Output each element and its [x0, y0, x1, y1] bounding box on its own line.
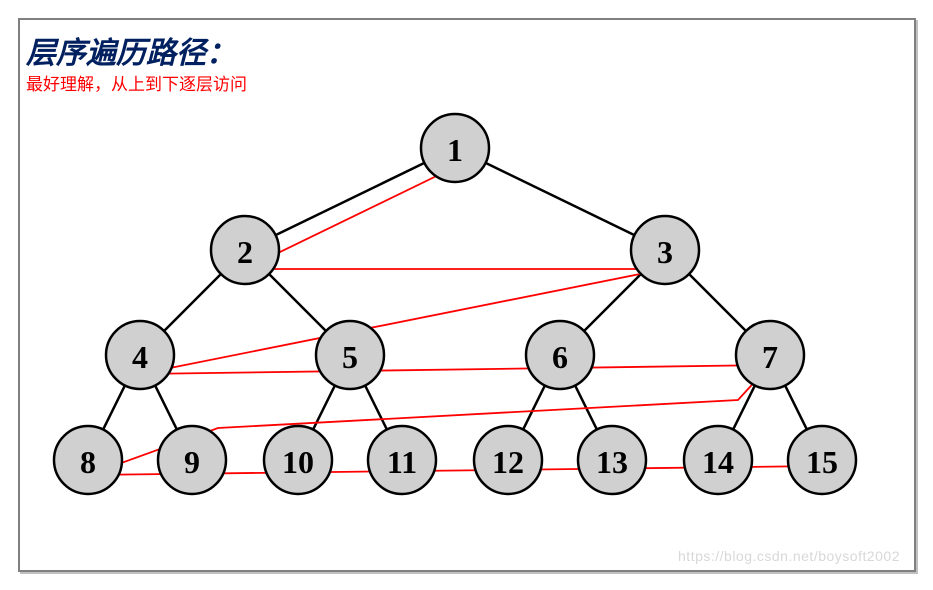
- tree-node-label: 10: [282, 444, 314, 480]
- tree-node-9: 9: [158, 426, 226, 494]
- tree-node-label: 4: [132, 339, 148, 375]
- tree-edge: [155, 385, 177, 429]
- tree-node-label: 12: [492, 444, 524, 480]
- tree-edge: [164, 274, 221, 331]
- tree-node-label: 3: [657, 234, 673, 270]
- tree-node-label: 7: [762, 339, 778, 375]
- tree-node-11: 11: [368, 426, 436, 494]
- tree-edge: [486, 163, 635, 235]
- tree-edge: [785, 385, 807, 429]
- traversal-segment: [140, 365, 770, 374]
- tree-edge: [733, 385, 755, 429]
- tree-node-7: 7: [736, 321, 804, 389]
- tree-node-8: 8: [54, 426, 122, 494]
- tree-node-label: 11: [387, 444, 417, 480]
- tree-edge: [689, 274, 746, 331]
- tree-nodes: 123456789101112131415: [54, 114, 856, 494]
- tree-edge: [365, 385, 387, 429]
- tree-node-label: 8: [80, 444, 96, 480]
- tree-node-10: 10: [264, 426, 332, 494]
- tree-node-label: 9: [184, 444, 200, 480]
- watermark: https://blog.csdn.net/boysoft2002: [678, 548, 900, 564]
- tree-node-14: 14: [684, 426, 752, 494]
- tree-node-4: 4: [106, 321, 174, 389]
- tree-node-label: 2: [237, 234, 253, 270]
- tree-edge: [276, 163, 425, 235]
- tree-node-5: 5: [316, 321, 384, 389]
- tree-edges: [103, 163, 807, 430]
- tree-node-label: 15: [806, 444, 838, 480]
- tree-node-label: 13: [596, 444, 628, 480]
- tree-diagram: 123456789101112131415: [20, 20, 918, 574]
- tree-node-label: 5: [342, 339, 358, 375]
- tree-node-2: 2: [211, 216, 279, 284]
- tree-node-label: 1: [447, 132, 463, 168]
- tree-edge: [269, 274, 326, 331]
- tree-node-1: 1: [421, 114, 489, 182]
- tree-node-3: 3: [631, 216, 699, 284]
- tree-node-15: 15: [788, 426, 856, 494]
- tree-node-12: 12: [474, 426, 542, 494]
- diagram-frame: 层序遍历路径： 最好理解，从上到下逐层访问 123456789101112131…: [18, 18, 916, 572]
- tree-node-label: 14: [702, 444, 734, 480]
- tree-node-label: 6: [552, 339, 568, 375]
- tree-node-6: 6: [526, 321, 594, 389]
- tree-edge: [523, 385, 545, 429]
- tree-edge: [103, 385, 125, 429]
- tree-node-13: 13: [578, 426, 646, 494]
